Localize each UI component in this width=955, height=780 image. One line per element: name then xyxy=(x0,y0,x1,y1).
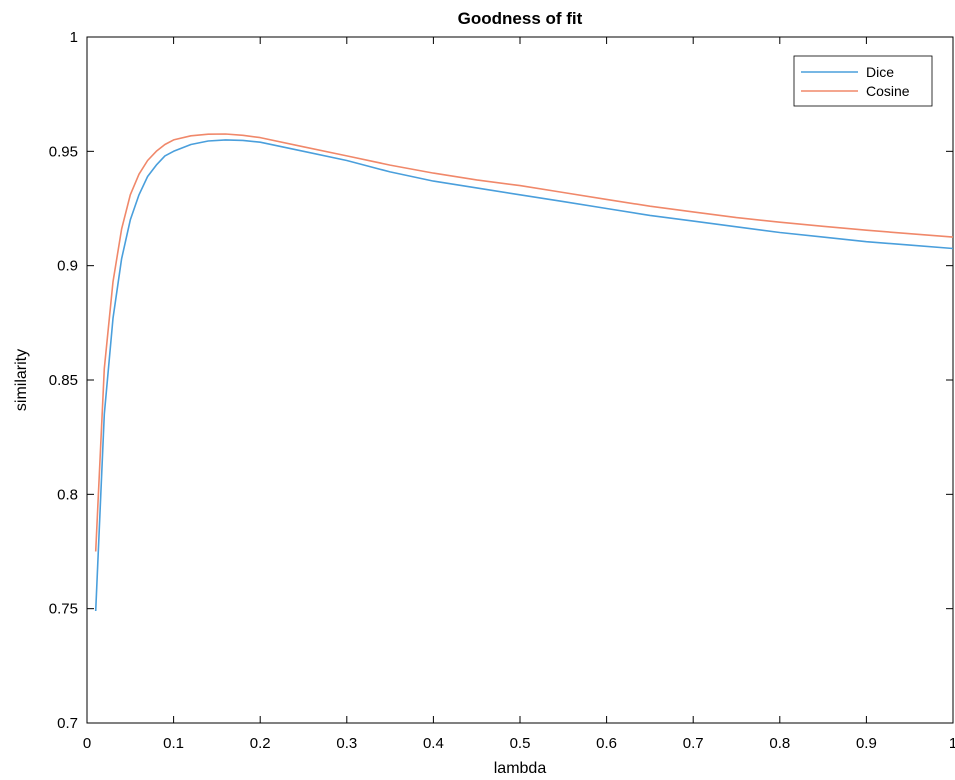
x-tick-label: 0.6 xyxy=(596,735,617,752)
x-tick-label: 0.5 xyxy=(510,735,531,752)
y-tick-label: 0.8 xyxy=(57,486,78,503)
legend-label-cosine: Cosine xyxy=(866,83,910,99)
legend-label-dice: Dice xyxy=(866,64,894,80)
y-tick-label: 0.7 xyxy=(57,715,78,732)
x-tick-label: 0.2 xyxy=(250,735,271,752)
series-layer xyxy=(94,133,954,612)
y-tick-label: 0.85 xyxy=(49,372,78,389)
series-line-dice xyxy=(94,139,954,612)
y-axis-label: similarity xyxy=(13,349,30,411)
axis-ticks: 0 0.1 0.2 0.3 0.4 0.5 0.6 0.7 0.8 0.9 1 0.7 0.75 0.8 0… xyxy=(49,29,955,752)
x-tick-label: 0.1 xyxy=(163,735,184,752)
legend-box xyxy=(793,55,933,107)
x-tick-label: 0 xyxy=(83,735,91,752)
x-tick-label: 1 xyxy=(949,735,955,752)
legend: Dice Cosine xyxy=(793,55,933,107)
x-axis-label: lambda xyxy=(494,760,547,777)
x-tick-label: 0.4 xyxy=(423,735,444,752)
x-tick-label: 0.7 xyxy=(683,735,704,752)
plot-area xyxy=(86,36,954,724)
x-tick-label: 0.8 xyxy=(769,735,790,752)
x-tick-label: 0.9 xyxy=(856,735,877,752)
chart-title: Goodness of fit xyxy=(458,9,583,28)
y-tick-label: 0.75 xyxy=(49,601,78,618)
y-tick-label: 0.95 xyxy=(49,143,78,160)
y-tick-label: 0.9 xyxy=(57,258,78,275)
y-tick-label: 1 xyxy=(70,29,78,46)
series-line-cosine xyxy=(94,133,954,552)
x-tick-label: 0.3 xyxy=(336,735,357,752)
